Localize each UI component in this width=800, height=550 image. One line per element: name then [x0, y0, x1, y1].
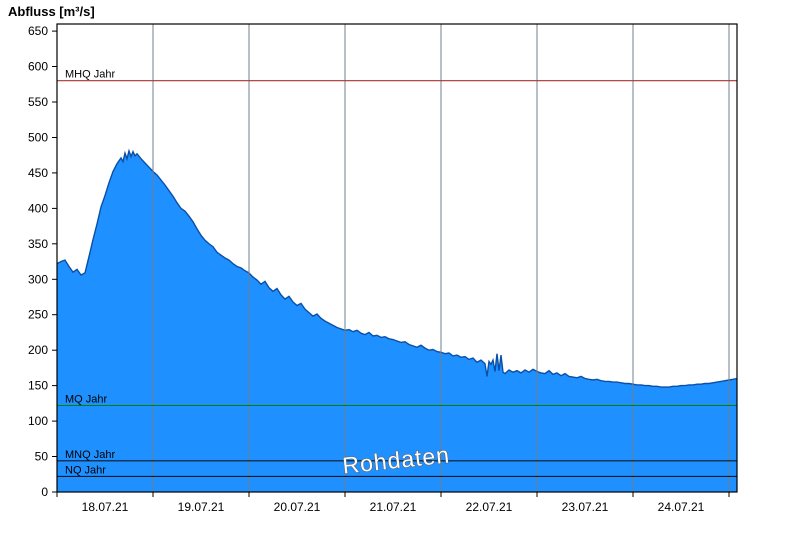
reference-line-mnq-jahr: MNQ Jahr	[57, 449, 737, 462]
y-axis: 0 50 100 150 200 250 300 350 400 450 500 550 600 650	[28, 24, 57, 499]
discharge-area-series	[56, 148, 738, 492]
svg-text:450: 450	[28, 166, 48, 180]
svg-text:NQ Jahr: NQ Jahr	[65, 464, 106, 476]
reference-line-mq-jahr: MQ Jahr	[57, 394, 737, 407]
svg-text:250: 250	[28, 308, 48, 322]
svg-text:0: 0	[41, 485, 48, 499]
svg-text:100: 100	[28, 414, 48, 428]
reference-line-nq-jahr: NQ Jahr	[57, 464, 737, 477]
svg-text:19.07.21: 19.07.21	[178, 500, 225, 514]
svg-text:21.07.21: 21.07.21	[370, 500, 417, 514]
svg-text:500: 500	[28, 131, 48, 145]
x-axis: 18.07.21 19.07.21 20.07.21 21.07.21 22.07.21…	[56, 492, 730, 514]
chart-title: Abfluss [m³/s]	[8, 4, 95, 19]
svg-text:550: 550	[28, 95, 48, 109]
svg-text:300: 300	[28, 272, 48, 286]
svg-text:600: 600	[28, 60, 48, 74]
svg-text:200: 200	[28, 343, 48, 357]
svg-text:50: 50	[35, 450, 49, 464]
vertical-gridlines	[152, 24, 730, 492]
svg-text:24.07.21: 24.07.21	[658, 500, 705, 514]
svg-text:18.07.21: 18.07.21	[82, 500, 129, 514]
svg-text:22.07.21: 22.07.21	[466, 500, 513, 514]
svg-text:MQ Jahr: MQ Jahr	[65, 394, 108, 406]
svg-text:150: 150	[28, 379, 48, 393]
svg-text:350: 350	[28, 237, 48, 251]
svg-text:23.07.21: 23.07.21	[562, 500, 609, 514]
svg-text:400: 400	[28, 201, 48, 215]
svg-text:20.07.21: 20.07.21	[274, 500, 321, 514]
plot-frame	[56, 23, 738, 493]
svg-text:MNQ Jahr: MNQ Jahr	[65, 449, 115, 461]
reference-line-mhq-jahr: MHQ Jahr	[57, 69, 737, 82]
svg-text:650: 650	[28, 24, 48, 38]
svg-text:MHQ Jahr: MHQ Jahr	[65, 69, 115, 81]
